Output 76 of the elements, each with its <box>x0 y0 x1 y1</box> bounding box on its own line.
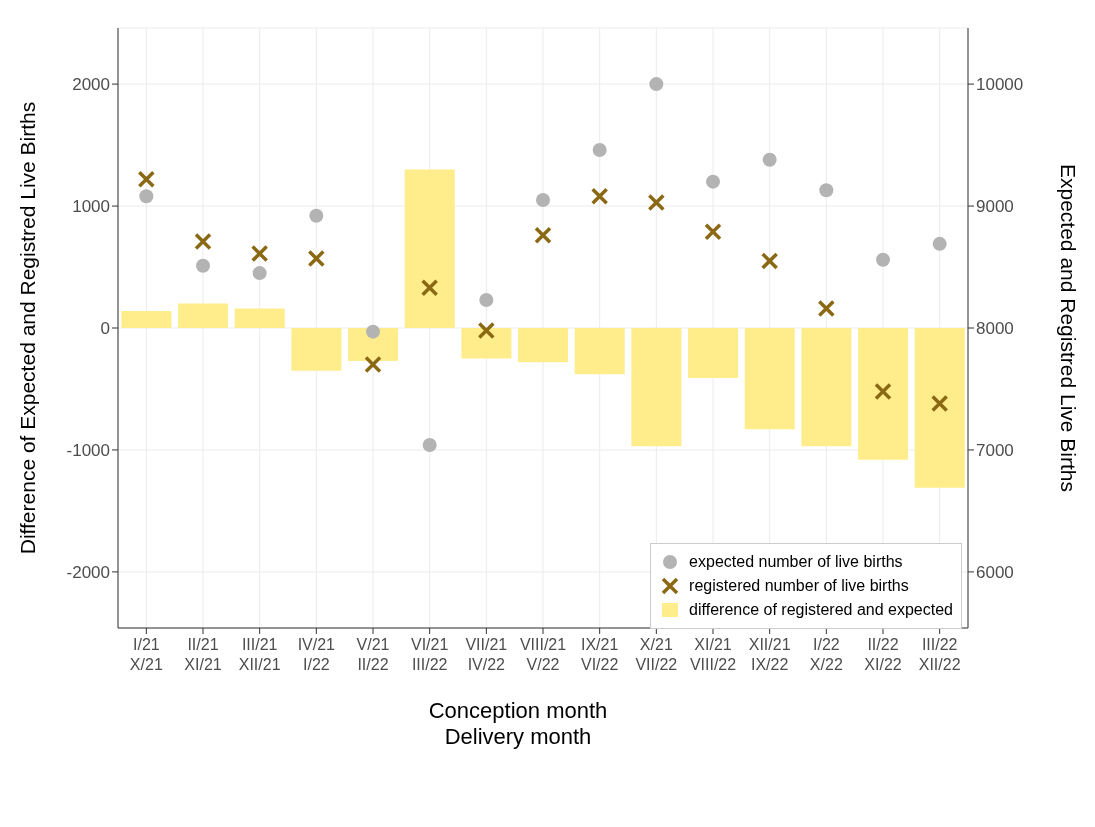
bar <box>914 328 965 488</box>
bar <box>348 328 399 361</box>
point <box>874 382 892 401</box>
bar <box>688 328 739 378</box>
x-axis-title: Conception month Delivery month <box>427 698 609 750</box>
y2-tick-label: 8000 <box>976 319 1014 339</box>
point <box>647 193 666 212</box>
y-tick-label: -2000 <box>66 562 110 582</box>
point <box>817 299 836 318</box>
bar <box>518 328 569 363</box>
point <box>706 174 720 189</box>
x-tick-label: I/21 X/21 <box>129 636 163 673</box>
y-tick-label: -1000 <box>66 440 110 460</box>
point <box>420 279 439 297</box>
point <box>477 321 496 340</box>
point <box>592 142 607 157</box>
point <box>479 292 494 307</box>
x-tick-label: V/21 II/22 <box>356 636 390 673</box>
point <box>590 187 609 206</box>
bar <box>574 328 625 375</box>
legend-label: difference of registered and expected <box>689 601 953 619</box>
bar <box>801 328 852 447</box>
x-tick-label: VIII/21 V/22 <box>519 636 567 673</box>
legend-label: registered number of live births <box>689 577 909 595</box>
y-tick-label: 2000 <box>72 75 110 95</box>
x-tick-label: III/22 XII/22 <box>918 636 961 673</box>
bar <box>631 328 682 447</box>
point <box>422 438 437 453</box>
point <box>876 252 890 267</box>
x-tick-label: VII/21 IV/22 <box>465 636 508 673</box>
bar <box>178 303 229 328</box>
x-tick-label: VI/21 III/22 <box>410 636 449 673</box>
y2-tick-label: 9000 <box>976 197 1014 217</box>
point <box>252 266 267 281</box>
y2-tick-label: 10000 <box>976 75 1024 95</box>
y2-tick-label: 7000 <box>976 440 1014 460</box>
point <box>536 192 550 207</box>
y-tick-label: 0 <box>100 319 110 339</box>
point <box>932 236 947 251</box>
x-tick-label: IV/21 I/22 <box>297 636 336 673</box>
x-tick-label: XI/21 VIII/22 <box>689 636 737 673</box>
y-tick-label: 1000 <box>72 197 110 217</box>
point <box>762 152 777 167</box>
bar <box>404 169 455 328</box>
point <box>194 232 212 251</box>
y-axis-title: Difference of Expected and Registred Live Births <box>16 101 40 555</box>
point <box>649 77 664 92</box>
point <box>704 222 722 241</box>
point <box>137 170 156 188</box>
point <box>196 258 210 273</box>
point <box>364 355 382 374</box>
point <box>366 324 380 339</box>
point <box>819 183 834 198</box>
point <box>139 189 154 204</box>
legend-label: expected number of live births <box>689 553 903 571</box>
bar <box>461 328 512 359</box>
y2-axis-title: Expected and Registred Live Births <box>1056 163 1080 493</box>
bar <box>744 328 795 430</box>
point <box>307 249 326 268</box>
x-tick-label: IX/21 VI/22 <box>580 636 619 673</box>
point <box>309 208 324 223</box>
x-tick-label: XII/21 IX/22 <box>748 636 791 673</box>
bar <box>121 310 172 328</box>
point <box>534 226 552 245</box>
x-tick-label: I/22 X/22 <box>809 636 843 673</box>
point <box>250 244 269 263</box>
y2-tick-label: 6000 <box>976 562 1014 582</box>
point <box>760 252 779 270</box>
x-tick-label: III/21 XII/21 <box>238 636 281 673</box>
bar <box>291 328 342 371</box>
x-tick-label: II/22 XI/22 <box>864 636 902 673</box>
x-tick-label: X/21 VII/22 <box>635 636 678 673</box>
bar <box>234 308 285 328</box>
point <box>930 394 949 413</box>
bar <box>858 328 909 460</box>
x-tick-label: II/21 XI/21 <box>184 636 222 673</box>
